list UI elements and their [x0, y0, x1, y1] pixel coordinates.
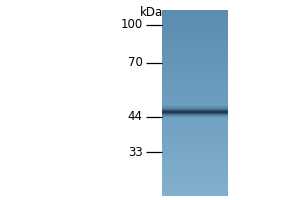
Text: 33: 33 — [128, 146, 142, 158]
Text: 70: 70 — [128, 56, 142, 70]
Text: kDa: kDa — [140, 6, 163, 20]
Text: 44: 44 — [128, 110, 142, 123]
Text: 100: 100 — [120, 19, 142, 31]
